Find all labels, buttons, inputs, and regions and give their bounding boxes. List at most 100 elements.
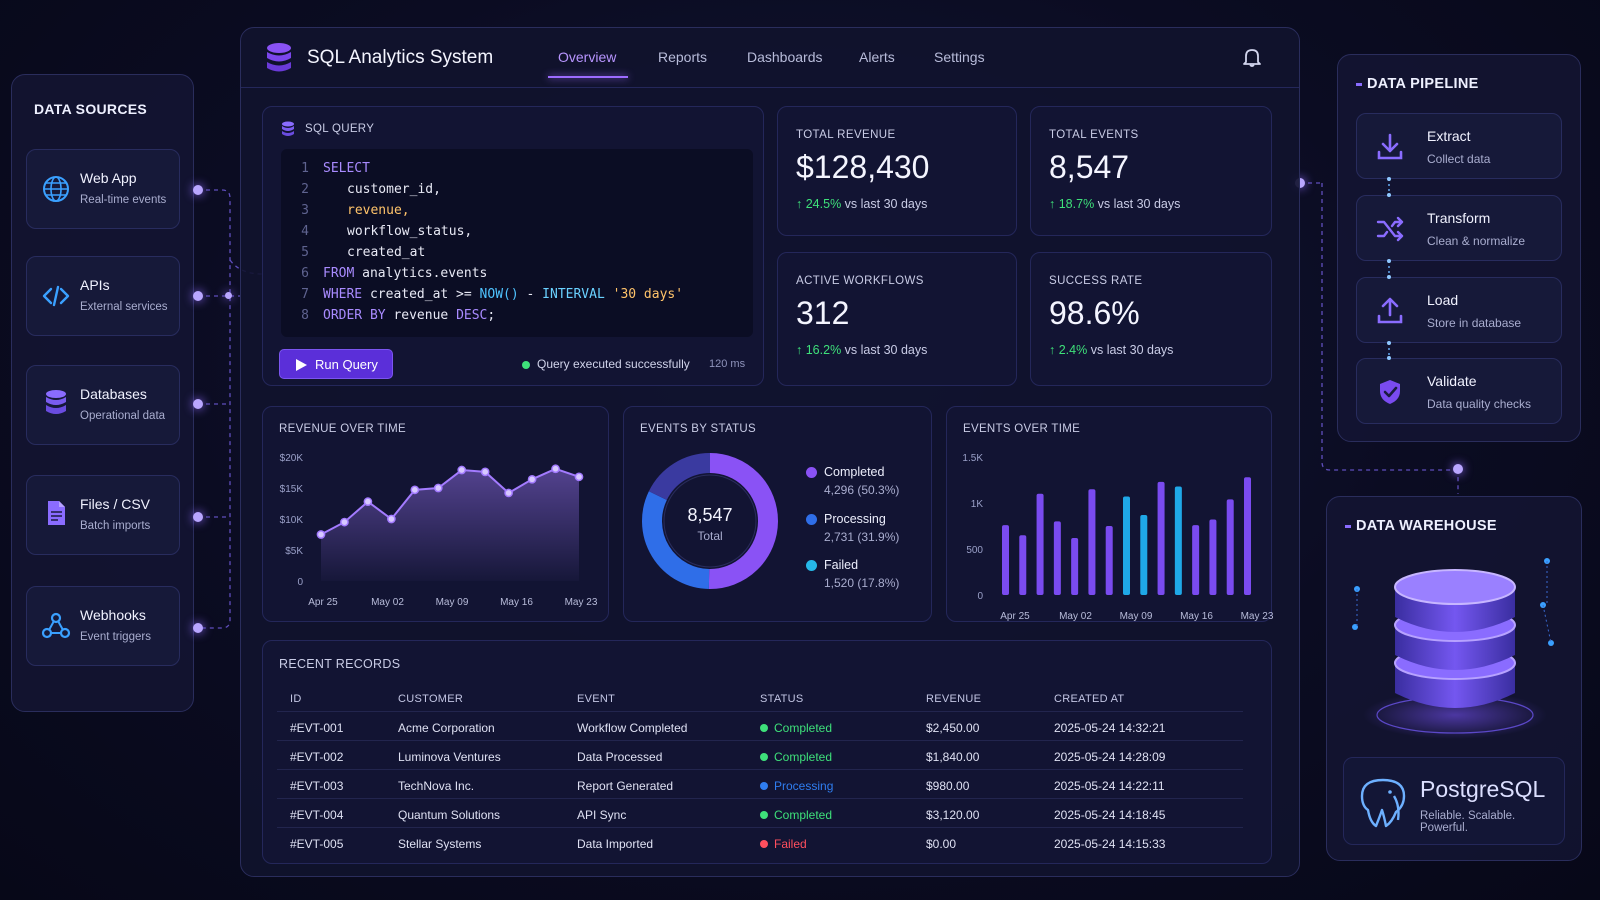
kpi-value: 98.6% [1049,295,1140,332]
tab-reports[interactable]: Reports [658,49,707,65]
data-warehouse-panel: DATA WAREHOUSE Postgr [1326,496,1582,861]
y-tick-label: 500 [966,545,983,556]
code-line: ORDER BY revenue DESC; [323,308,495,323]
column-header[interactable]: CUSTOMER [398,693,463,705]
run-query-button[interactable]: Run Query [279,349,393,379]
postgres-name: PostgreSQL [1420,776,1545,803]
cell-event: Workflow Completed [577,721,687,735]
cell-revenue: $2,450.00 [926,721,979,735]
source-desc: Event triggers [80,631,151,643]
events-bar [1175,486,1182,595]
tab-overview[interactable]: Overview [558,49,616,65]
table-row[interactable]: #EVT-004 Quantum Solutions API Sync Complet… [277,798,1243,827]
table-row[interactable]: #EVT-003 TechNova Inc. Report Generated Pro… [277,769,1243,798]
cell-id: #EVT-003 [290,779,343,793]
y-tick-label: $5K [285,546,303,557]
source-web-app[interactable]: Web App Real-time events [26,149,180,229]
cell-created: 2025-05-24 14:18:45 [1054,808,1165,822]
sql-condition: created_at >= [370,287,472,302]
kpi-change-suffix: vs last 30 days [1098,197,1181,211]
events-bar [1002,525,1009,595]
status-dot [760,811,768,819]
legend-value: 1,520 (17.8%) [824,576,899,590]
kpi-success-rate: SUCCESS RATE 98.6% ↑ 2.4% vs last 30 day… [1030,252,1272,386]
line-number: 6 [289,266,309,281]
status-dot [760,840,768,848]
events-bar [1192,525,1199,595]
sql-keyword: FROM [323,266,354,281]
elephant-icon [1356,776,1410,832]
column-header[interactable]: CREATED AT [1054,693,1124,705]
source-files-csv[interactable]: Files / CSV Batch imports [26,475,180,555]
postgres-tagline: Reliable. Scalable. Powerful. [1420,810,1564,834]
revenue-chart: $20K$15K$10K$5K0Apr 25 May 02 May 09 May 16… [263,441,610,621]
table-row[interactable]: #EVT-005 Stellar Systems Data Imported Fail… [277,827,1243,856]
warehouse-title: DATA WAREHOUSE [1356,518,1497,534]
column-header[interactable]: ID [290,693,302,705]
source-name: Web App [80,170,137,186]
connector-node [193,185,203,195]
column-header[interactable]: REVENUE [926,693,981,705]
globe-icon [41,174,71,204]
sql-semicolon: ; [487,308,495,323]
column-header[interactable]: STATUS [760,693,804,705]
status-badge: Completed [774,750,832,764]
legend-swatch [806,514,817,525]
code-line: workflow_status, [347,224,472,239]
status-dot [760,782,768,790]
sql-editor[interactable]: 1 2 3 4 5 6 7 8 SELECT customer_id, reve… [281,149,753,337]
source-name: Files / CSV [80,496,150,512]
tab-dashboards[interactable]: Dashboards [747,49,823,65]
events-bar [1088,489,1095,595]
connector-node [1453,464,1463,474]
source-name: Databases [80,386,147,402]
sql-keyword: SELECT [323,161,370,176]
database-cylinder-icon [1347,545,1563,745]
cell-customer: Luminova Ventures [398,750,501,764]
table-row[interactable]: #EVT-002 Luminova Ventures Data Processed C… [277,740,1243,769]
x-tick-label: May 09 [436,597,469,608]
events-bar [1158,482,1165,595]
cell-created: 2025-05-24 14:15:33 [1054,837,1165,851]
x-tick-label: Apr 25 [1000,611,1030,621]
kpi-label: SUCCESS RATE [1049,275,1142,287]
kpi-value: $128,430 [796,149,929,186]
revenue-point [575,473,582,480]
revenue-point [528,476,535,483]
tab-alerts[interactable]: Alerts [859,49,895,65]
events-by-status-card: EVENTS BY STATUS 8,547 Total Completed 4… [623,406,932,622]
events-over-time-card: EVENTS OVER TIME 1.5K 1K 500 0 Apr 25 May 02 M… [946,406,1272,622]
line-number: 8 [289,308,309,323]
revenue-point [364,498,371,505]
cell-status: Completed [760,721,832,735]
sql-table: analytics.events [362,266,487,281]
query-status: Query executed successfully [537,357,690,371]
legend-value: 2,731 (31.9%) [824,530,899,544]
cell-revenue: $3,120.00 [926,808,979,822]
revenue-point [552,465,559,472]
source-databases[interactable]: Databases Operational data [26,365,180,445]
cell-customer: Stellar Systems [398,837,481,851]
sql-query-title: SQL QUERY [305,123,374,135]
query-duration: 120 ms [709,358,745,370]
status-badge: Processing [774,779,833,793]
x-tick-label: May 23 [565,597,598,608]
active-tab-indicator [548,76,628,78]
success-status-dot [522,361,530,369]
table-row[interactable]: #EVT-001 Acme Corporation Workflow Complet… [277,711,1243,740]
source-webhooks[interactable]: Webhooks Event triggers [26,586,180,666]
events-bar [1037,494,1044,595]
code-icon [41,281,71,311]
source-apis[interactable]: APIs External services [26,256,180,336]
bell-icon[interactable] [1241,46,1263,68]
kpi-change-suffix: vs last 30 days [845,343,928,357]
postgres-card[interactable]: PostgreSQL Reliable. Scalable. Powerful. [1343,757,1565,845]
tab-settings[interactable]: Settings [934,49,985,65]
source-name: Webhooks [80,607,146,623]
column-header[interactable]: EVENT [577,693,615,705]
status-dot [760,724,768,732]
revenue-over-time-card: REVENUE OVER TIME $20K $15K $10K $5K 0 Apr 25… [262,406,609,622]
events-bar-chart: 1.5K1K5000Apr 25 May 02 May 09 May 16 May 23 [947,441,1273,621]
database-icon [281,121,295,137]
revenue-area [321,469,579,581]
